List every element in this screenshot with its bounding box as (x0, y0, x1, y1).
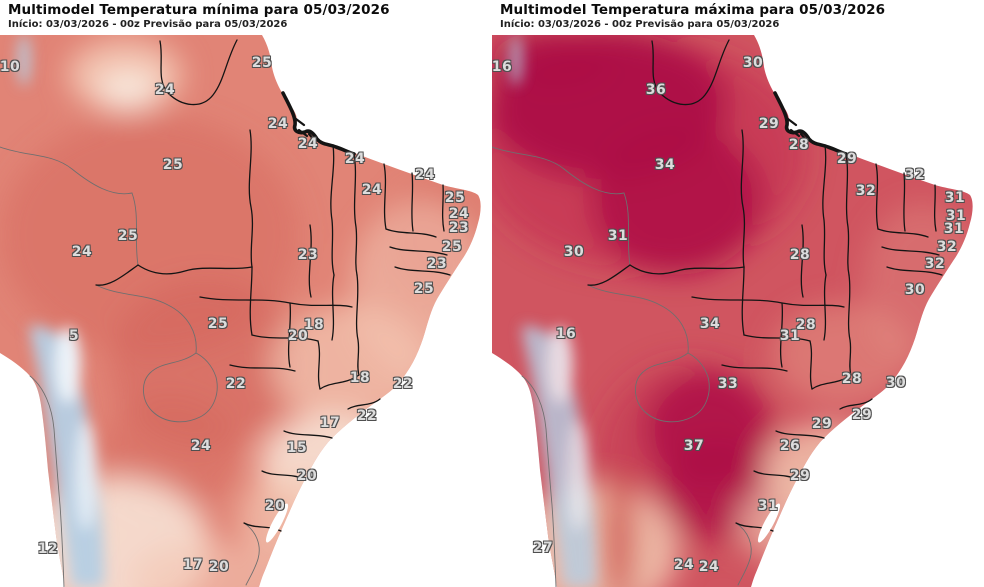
temperature-map-maximum (492, 35, 984, 587)
map-title-maximum: Multimodel Temperatura máxima para 05/03… (500, 2, 886, 18)
map-subtitle-maximum: Início: 03/03/2026 - 00z Previsão para 0… (500, 19, 780, 30)
map-panel-maximum: Multimodel Temperatura máxima para 05/03… (492, 0, 984, 587)
map-subtitle-minimum: Início: 03/03/2026 - 00z Previsão para 0… (8, 19, 288, 30)
map-panel-minimum: Multimodel Temperatura mínima para 05/03… (0, 2, 492, 587)
temperature-map-minimum (0, 35, 492, 587)
map-title-minimum: Multimodel Temperatura mínima para 05/03… (8, 2, 390, 18)
map-header-minimum: Multimodel Temperatura mínima para 05/03… (8, 2, 390, 30)
map-header-maximum: Multimodel Temperatura máxima para 05/03… (500, 2, 885, 30)
